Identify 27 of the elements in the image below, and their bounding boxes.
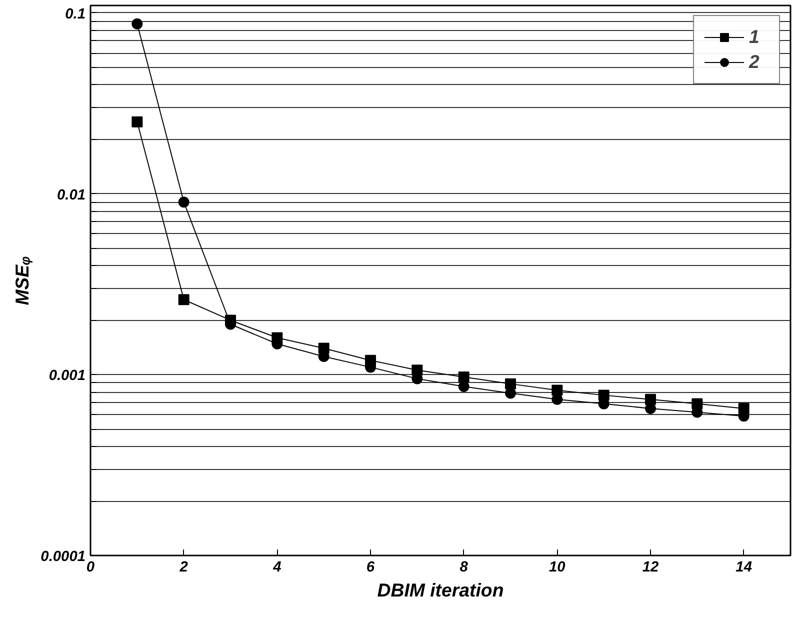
x-axis-title: DBIM iteration — [377, 580, 504, 600]
point — [552, 384, 563, 396]
point — [645, 403, 656, 414]
point — [178, 294, 190, 306]
point — [132, 116, 143, 128]
point — [458, 372, 470, 383]
x-tick-label: 10 — [549, 560, 566, 576]
x-tick-label: 14 — [736, 560, 752, 576]
point — [178, 196, 190, 208]
x-tick-label: 12 — [642, 560, 659, 576]
x-tick-label: 2 — [178, 560, 188, 576]
x-tick-label: 4 — [272, 560, 282, 576]
y-tick-label: 0.0001 — [40, 549, 86, 565]
y-tick-label: 0.01 — [56, 187, 86, 204]
point — [505, 378, 516, 390]
legend-label: 2 — [749, 51, 760, 73]
point — [645, 394, 656, 405]
point — [505, 388, 516, 399]
y-tick-label: 0.001 — [48, 368, 86, 384]
y-axis-title: MSEᵩ — [12, 256, 33, 306]
legend-label: 1 — [749, 26, 760, 48]
x-tick-label: 6 — [366, 560, 376, 576]
point — [132, 18, 143, 30]
point — [458, 381, 470, 392]
y-tick-label: 0.1 — [65, 6, 86, 22]
x-tick-label: 0 — [86, 560, 96, 576]
x-tick-label: 8 — [460, 560, 469, 576]
